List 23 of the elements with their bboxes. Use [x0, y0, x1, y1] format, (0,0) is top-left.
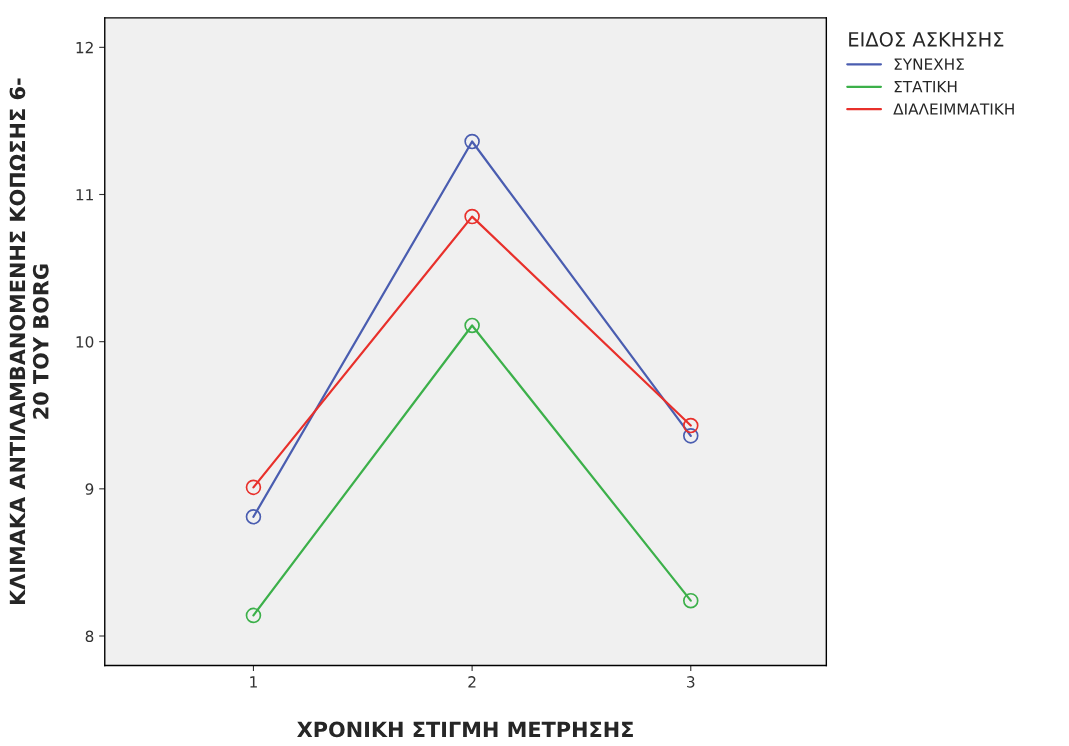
point — [464, 317, 480, 334]
point — [245, 479, 262, 496]
point — [245, 607, 262, 624]
point — [464, 133, 480, 150]
point — [682, 417, 699, 434]
y-tick-label: 9 — [85, 483, 94, 495]
point — [464, 208, 480, 225]
x-tick-label: 2 — [468, 676, 476, 688]
y-tick-label: 10 — [76, 336, 94, 348]
x-tick-label: 3 — [687, 676, 695, 688]
y-tick-label: 12 — [76, 41, 93, 54]
point — [245, 509, 262, 525]
legend-label: ΔΙΑΛΕΙΜΜΑΤΙΚΗ — [893, 103, 1014, 115]
point — [682, 592, 699, 609]
legend-label: ΣΤΑΤΙΚΗ — [894, 81, 957, 93]
point — [682, 428, 699, 444]
y-axis-title: ΚΛΙΜΑΚΑ ΑΝΤΙΛΑΜΒΑΝΟΜΕΝΗΣ ΚΟΠΩΣΗΣ 6- 20 ΤΟΥ BORG — [9, 78, 49, 605]
y-tick-label: 11 — [76, 189, 93, 201]
y-tick-label: 8 — [85, 630, 94, 643]
x-tick-label: 1 — [250, 676, 257, 688]
x-axis-title: ΧΡΟΝΙΚΗ ΣΤΙΓΜΗ ΜΕΤΡΗΣΗΣ — [297, 721, 633, 738]
legend-title: ΕΙΔΟΣ ΑΣΚΗΣΗΣ — [849, 32, 1004, 47]
legend-label: ΣΥΝΕΧΗΣ — [894, 58, 964, 70]
